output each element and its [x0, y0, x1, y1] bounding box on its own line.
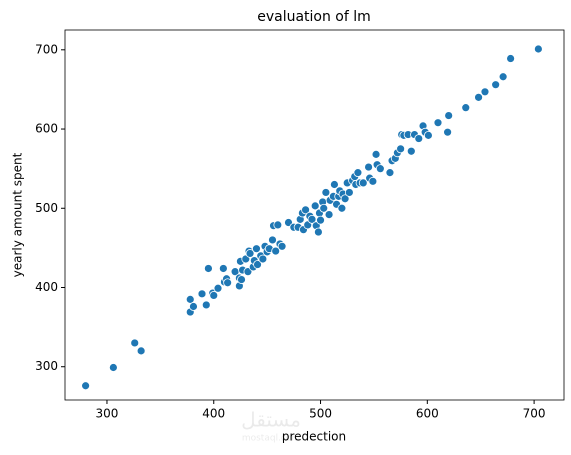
scatter-point [271, 246, 281, 256]
scatter-point [258, 254, 268, 264]
scatter-point [443, 127, 453, 137]
x-tick-label: 300 [96, 407, 119, 421]
scatter-point [340, 194, 350, 204]
scatter-point [223, 278, 233, 288]
scatter-point [301, 205, 310, 215]
scatter-point [444, 111, 454, 120]
scatter-point [533, 44, 543, 54]
scatter-point [406, 146, 416, 156]
scatter-point [136, 346, 146, 356]
y-tick-label: 300 [35, 359, 58, 373]
scatter-point [273, 220, 283, 230]
scatter-point [197, 289, 207, 299]
watermark: مستقل [241, 408, 301, 432]
x-tick-label: 500 [309, 407, 332, 421]
scatter-point [237, 275, 246, 284]
scatter-point [423, 130, 433, 140]
scatter-point [245, 249, 255, 258]
scatter-point [375, 164, 385, 174]
y-tick-label: 500 [35, 201, 58, 215]
scatter-point [461, 103, 471, 113]
scatter-point [268, 235, 277, 245]
scatter-point [506, 54, 516, 63]
x-tick-label: 700 [523, 407, 546, 421]
y-tick-label: 600 [35, 122, 58, 136]
scatter-point [253, 260, 262, 269]
scatter-point [209, 291, 219, 300]
scatter-point [307, 214, 317, 224]
scatter-point [371, 149, 381, 159]
scatter-point [189, 302, 198, 311]
scatter-point [396, 144, 406, 154]
scatter-point [358, 178, 368, 188]
y-axis-label: yearly amount spent [11, 152, 25, 277]
scatter-point [324, 210, 334, 220]
scatter-point [330, 180, 339, 189]
scatter-point [337, 203, 347, 213]
scatter-point [252, 244, 261, 254]
scatter-point [204, 264, 213, 273]
x-axis-label: predection [282, 430, 346, 444]
scatter-point [321, 188, 331, 197]
scatter-point [81, 381, 91, 391]
y-tick-label: 400 [35, 280, 58, 294]
scatter-point [368, 176, 378, 186]
scatter-point [130, 338, 140, 348]
scatter-point [213, 283, 223, 293]
scatter-point [313, 227, 323, 237]
scatter-point [310, 201, 320, 211]
y-tick-label: 700 [35, 42, 58, 56]
watermark: mostaql.com [242, 434, 300, 444]
scatter-point [218, 264, 228, 273]
x-tick-label: 400 [202, 407, 225, 421]
chart-title: evaluation of lm [257, 9, 371, 25]
scatter-point [480, 87, 490, 97]
scatter-point [316, 215, 325, 225]
scatter-point [364, 162, 373, 172]
scatter-point [353, 168, 363, 178]
scatter-point [414, 134, 424, 143]
scatter-point [344, 188, 354, 197]
scatter-point [491, 80, 501, 90]
scatter-point [319, 203, 329, 213]
scatter-point [201, 300, 211, 310]
plot-frame [64, 29, 565, 401]
x-tick-label: 600 [416, 407, 439, 421]
scatter-point [277, 241, 287, 251]
scatter-point [474, 92, 483, 102]
scatter-point [433, 118, 443, 128]
scatter-point [185, 294, 195, 304]
scatter-point [498, 72, 508, 82]
scatter-point [108, 363, 118, 372]
scatter-point [385, 168, 395, 178]
